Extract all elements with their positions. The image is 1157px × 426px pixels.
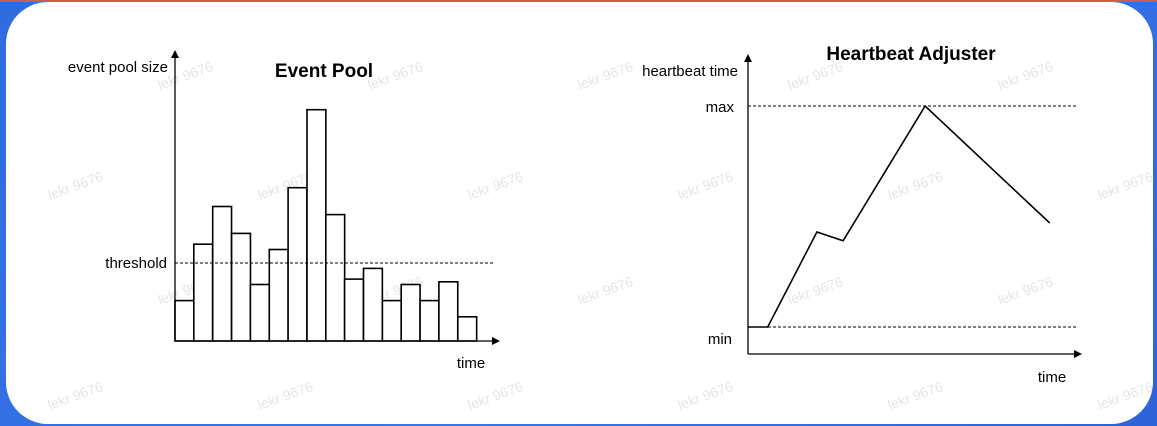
chart-title: Heartbeat Adjuster	[826, 44, 996, 65]
bar	[438, 280, 459, 342]
bar	[249, 283, 271, 342]
heartbeat-series-line	[748, 104, 1051, 328]
max-label: max	[706, 99, 735, 116]
watermark-text: lekr 9676	[46, 378, 106, 413]
watermark-text: lekr 9676	[576, 273, 636, 308]
bar	[174, 299, 195, 342]
y-axis-label: heartbeat time	[642, 63, 738, 80]
x-axis-label: time	[457, 355, 485, 372]
heartbeat-adjuster-chart: Heartbeat Adjuster heartbeat time time m…	[642, 44, 1082, 386]
bar	[211, 205, 233, 342]
watermark-text: lekr 9676	[786, 273, 846, 308]
watermark-text: lekr 9676	[676, 378, 736, 413]
bar	[400, 283, 421, 342]
watermark-text: lekr 9676	[1096, 378, 1156, 413]
min-label: min	[708, 331, 732, 348]
watermark-text: lekr 9676	[256, 378, 316, 413]
watermark-text: lekr 9676	[46, 168, 106, 203]
bar	[306, 108, 327, 342]
watermark-text: lekr 9676	[676, 168, 736, 203]
bar	[287, 186, 308, 342]
bar	[456, 315, 478, 342]
watermark-text: lekr 9676	[886, 378, 946, 413]
bar	[193, 243, 214, 342]
bar	[381, 299, 403, 342]
bar	[419, 299, 440, 342]
bar	[362, 267, 384, 342]
watermark-text: lekr 9676	[466, 378, 526, 413]
bar	[343, 278, 365, 342]
bar	[324, 213, 346, 342]
chart-title: Event Pool	[275, 61, 373, 82]
x-axis-label: time	[1038, 369, 1066, 386]
watermark-text: lekr 9676	[886, 168, 946, 203]
event-pool-chart: Event Pool event pool size time threshol…	[68, 50, 500, 372]
watermark-text: lekr 9676	[366, 58, 426, 93]
threshold-label: threshold	[105, 255, 167, 272]
bar	[230, 232, 252, 342]
bar-series	[174, 108, 478, 342]
watermark-text: lekr 9676	[576, 58, 636, 93]
y-axis-label: event pool size	[68, 59, 168, 76]
watermark-text: lekr 9676	[466, 168, 526, 203]
watermark-text: lekr 9676	[996, 273, 1056, 308]
watermark-text: lekr 9676	[1096, 168, 1156, 203]
watermark-text: lekr 9676	[996, 58, 1056, 93]
